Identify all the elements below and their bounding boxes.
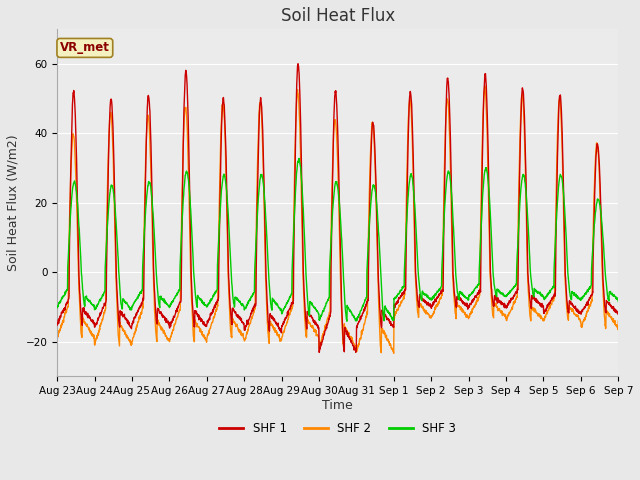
- SHF 3: [614, 299, 622, 304]
- SHF 2: [354, 342, 362, 348]
- SHF 3: [295, 156, 303, 161]
- SHF 3: [343, 318, 351, 324]
- Title: Soil Heat Flux: Soil Heat Flux: [280, 7, 395, 25]
- Line: SHF 2: SHF 2: [57, 86, 618, 353]
- SHF 1: [316, 349, 323, 355]
- SHF 3: [53, 305, 61, 311]
- SHF 3: [581, 291, 589, 297]
- SHF 3: [210, 293, 218, 299]
- X-axis label: Time: Time: [323, 399, 353, 412]
- Y-axis label: Soil Heat Flux (W/m2): Soil Heat Flux (W/m2): [7, 134, 20, 271]
- SHF 1: [53, 323, 61, 328]
- SHF 1: [355, 320, 362, 326]
- SHF 1: [294, 61, 302, 67]
- SHF 2: [53, 336, 61, 342]
- SHF 1: [210, 306, 218, 312]
- SHF 2: [210, 314, 218, 320]
- SHF 1: [614, 310, 622, 316]
- SHF 2: [366, 164, 374, 169]
- SHF 2: [501, 314, 509, 320]
- SHF 3: [501, 293, 509, 299]
- Line: SHF 1: SHF 1: [57, 64, 618, 352]
- Line: SHF 3: SHF 3: [57, 158, 618, 321]
- SHF 3: [355, 314, 362, 320]
- SHF 2: [614, 318, 622, 324]
- SHF 2: [581, 315, 589, 321]
- SHF 2: [565, 303, 573, 309]
- Legend: SHF 1, SHF 2, SHF 3: SHF 1, SHF 2, SHF 3: [215, 417, 461, 440]
- SHF 1: [501, 304, 509, 310]
- SHF 2: [481, 83, 488, 89]
- SHF 3: [367, 204, 374, 210]
- SHF 1: [581, 304, 589, 310]
- SHF 1: [565, 300, 573, 306]
- SHF 2: [390, 350, 397, 356]
- SHF 1: [367, 165, 374, 171]
- Text: VR_met: VR_met: [60, 41, 110, 54]
- SHF 3: [565, 285, 573, 290]
